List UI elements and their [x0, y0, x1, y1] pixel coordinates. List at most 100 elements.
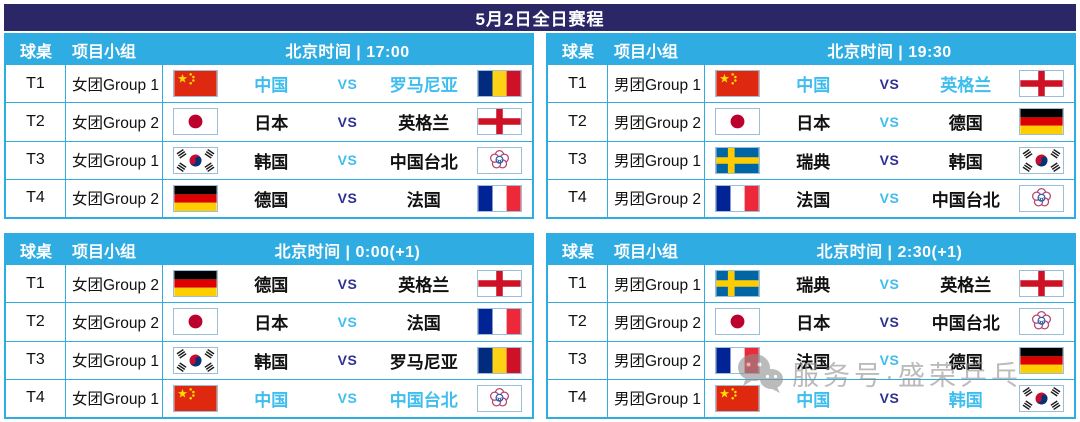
match-row: T2 男团Group 2 日本 VS 德国 — [548, 102, 1074, 141]
team2-name: 中国台北 — [931, 314, 1000, 334]
team1-flag-icon — [173, 270, 218, 298]
event-group-label: 男团Group 2 — [608, 303, 705, 341]
table-number: T4 — [548, 379, 608, 417]
team2-flag-icon — [1019, 146, 1064, 174]
table-number: T4 — [6, 179, 66, 217]
match-cell: 韩国 VS 中国台北 — [163, 142, 532, 179]
time-header: 北京时间 | 17:00 — [285, 43, 410, 61]
match-row: T1 女团Group 2 德国 VS 英格兰 — [6, 264, 532, 303]
match-row: T4 女团Group 1 中国 VS 中国台北 — [6, 378, 532, 417]
time-header: 北京时间 | 2:30(+1) — [816, 243, 963, 261]
table-col-header: 球桌 — [561, 243, 594, 261]
team1-flag-icon — [173, 108, 218, 136]
table-number: T3 — [6, 341, 66, 379]
team2-name: 中国台北 — [389, 152, 458, 172]
team2-flag-icon — [477, 70, 522, 98]
team2-name: 英格兰 — [940, 276, 992, 296]
page-title: 5月2日全日赛程 — [4, 4, 1076, 31]
event-group-label: 女团Group 1 — [66, 141, 163, 179]
team1-flag-icon — [715, 308, 760, 336]
vs-label: VS — [879, 190, 900, 207]
team2-name: 法国 — [406, 314, 441, 334]
team2-flag-icon — [1019, 346, 1064, 374]
team2-name: 英格兰 — [398, 276, 450, 296]
time-header: 北京时间 | 0:00(+1) — [274, 243, 421, 261]
event-group-label: 男团Group 1 — [608, 141, 705, 179]
team1-name: 瑞典 — [796, 152, 831, 172]
vs-label: VS — [879, 75, 900, 92]
schedule-table-1700: 球桌 项目小组 北京时间 | 17:00 T1 女团Group 1 中国 VS … — [4, 33, 534, 219]
table-number: T2 — [6, 303, 66, 341]
team1-name: 中国 — [254, 76, 289, 96]
match-cell: 德国 VS 法国 — [163, 180, 532, 217]
team1-name: 德国 — [254, 276, 289, 296]
vs-label: VS — [337, 75, 358, 92]
event-group-label: 女团Group 1 — [66, 341, 163, 379]
team2-flag-icon — [1019, 384, 1064, 412]
match-row: T1 男团Group 1 瑞典 VS 英格兰 — [548, 264, 1074, 303]
team1-flag-icon — [715, 384, 760, 412]
team1-name: 韩国 — [254, 352, 289, 372]
event-group-label: 男团Group 2 — [608, 179, 705, 217]
team1-name: 中国 — [796, 76, 831, 96]
match-row: T3 女团Group 1 韩国 VS 罗马尼亚 — [6, 340, 532, 379]
match-cell: 法国 VS 中国台北 — [705, 180, 1074, 217]
schedule-table-0000: 球桌 项目小组 北京时间 | 0:00(+1) T1 女团Group 2 德国 … — [4, 233, 534, 419]
match-row: T3 男团Group 2 法国 VS 德国 — [548, 340, 1074, 379]
table-number: T1 — [548, 265, 608, 303]
team1-flag-icon — [173, 308, 218, 336]
match-cell: 法国 VS 德国 — [705, 342, 1074, 379]
team1-name: 日本 — [796, 314, 831, 334]
team2-flag-icon — [477, 308, 522, 336]
team2-flag-icon — [477, 270, 522, 298]
team2-name: 罗马尼亚 — [389, 352, 458, 372]
team1-name: 韩国 — [254, 152, 289, 172]
team1-flag-icon — [173, 184, 218, 212]
team2-flag-icon — [477, 108, 522, 136]
event-group-label: 女团Group 2 — [66, 303, 163, 341]
vs-label: VS — [879, 152, 900, 169]
team1-flag-icon — [173, 384, 218, 412]
team1-flag-icon — [173, 70, 218, 98]
table-header: 球桌 项目小组 北京时间 | 0:00(+1) — [6, 235, 532, 264]
match-cell: 德国 VS 英格兰 — [163, 265, 532, 302]
team2-name: 德国 — [948, 352, 983, 372]
team1-flag-icon — [715, 146, 760, 174]
event-group-label: 女团Group 1 — [66, 379, 163, 417]
match-cell: 中国 VS 罗马尼亚 — [163, 65, 532, 102]
vs-label: VS — [879, 352, 900, 369]
team2-name: 韩国 — [948, 152, 983, 172]
team1-flag-icon — [715, 108, 760, 136]
team1-name: 瑞典 — [796, 276, 831, 296]
team1-name: 日本 — [254, 114, 289, 134]
vs-label: VS — [879, 313, 900, 330]
team1-flag-icon — [173, 346, 218, 374]
match-cell: 中国 VS 英格兰 — [705, 65, 1074, 102]
group-col-header: 项目小组 — [72, 243, 137, 261]
table-header: 球桌 项目小组 北京时间 | 17:00 — [6, 35, 532, 64]
table-col-header: 球桌 — [19, 243, 52, 261]
match-cell: 中国 VS 韩国 — [705, 380, 1074, 417]
team2-name: 韩国 — [948, 390, 983, 410]
vs-label: VS — [337, 275, 358, 292]
match-cell: 日本 VS 德国 — [705, 103, 1074, 140]
team1-name: 德国 — [254, 190, 289, 210]
event-group-label: 女团Group 2 — [66, 265, 163, 303]
team2-flag-icon — [1019, 108, 1064, 136]
vs-label: VS — [337, 152, 358, 169]
group-col-header: 项目小组 — [72, 43, 137, 61]
table-number: T3 — [548, 341, 608, 379]
table-number: T2 — [6, 103, 66, 141]
team1-flag-icon — [715, 346, 760, 374]
team1-name: 中国 — [796, 390, 831, 410]
vs-label: VS — [879, 113, 900, 130]
team1-name: 法国 — [796, 352, 831, 372]
team1-flag-icon — [173, 146, 218, 174]
table-col-header: 球桌 — [19, 43, 52, 61]
table-number: T1 — [6, 265, 66, 303]
team1-flag-icon — [715, 184, 760, 212]
match-row: T1 女团Group 1 中国 VS 罗马尼亚 — [6, 64, 532, 103]
match-row: T2 女团Group 2 日本 VS 英格兰 — [6, 102, 532, 141]
vs-label: VS — [337, 390, 358, 407]
